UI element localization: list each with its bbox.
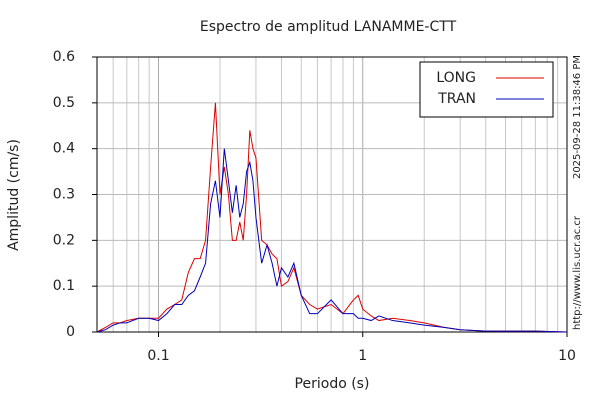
y-tick-label: 0.5 <box>53 95 75 111</box>
y-tick-label: 0.1 <box>53 278 75 294</box>
series-line <box>96 102 568 333</box>
y-tick-label: 0.2 <box>53 232 75 248</box>
x-axis-label: Periodo (s) <box>295 376 370 392</box>
y-tick-label: 0.3 <box>53 187 75 203</box>
x-tick-label: 1 <box>358 348 367 364</box>
source-url: http://www.lis.ucr.ac.cr <box>572 215 583 330</box>
timestamp: 2025-09-28 11:38:46 PM <box>572 55 583 179</box>
chart-title: Espectro de amplitud LANAMME-CTT <box>200 19 457 35</box>
y-tick-label: 0.4 <box>53 141 75 157</box>
series-line <box>96 148 568 333</box>
plot-frame <box>96 56 568 333</box>
y-tick-label: 0.6 <box>53 49 75 65</box>
y-axis-label: Amplitud (cm/s) <box>6 139 22 251</box>
x-tick-label: 0.1 <box>147 348 169 364</box>
x-tick-label: 10 <box>558 348 576 364</box>
legend-box <box>419 61 554 118</box>
legend-label: LONG <box>436 70 476 86</box>
legend-label: TRAN <box>437 91 476 107</box>
y-tick-label: 0 <box>66 324 75 340</box>
